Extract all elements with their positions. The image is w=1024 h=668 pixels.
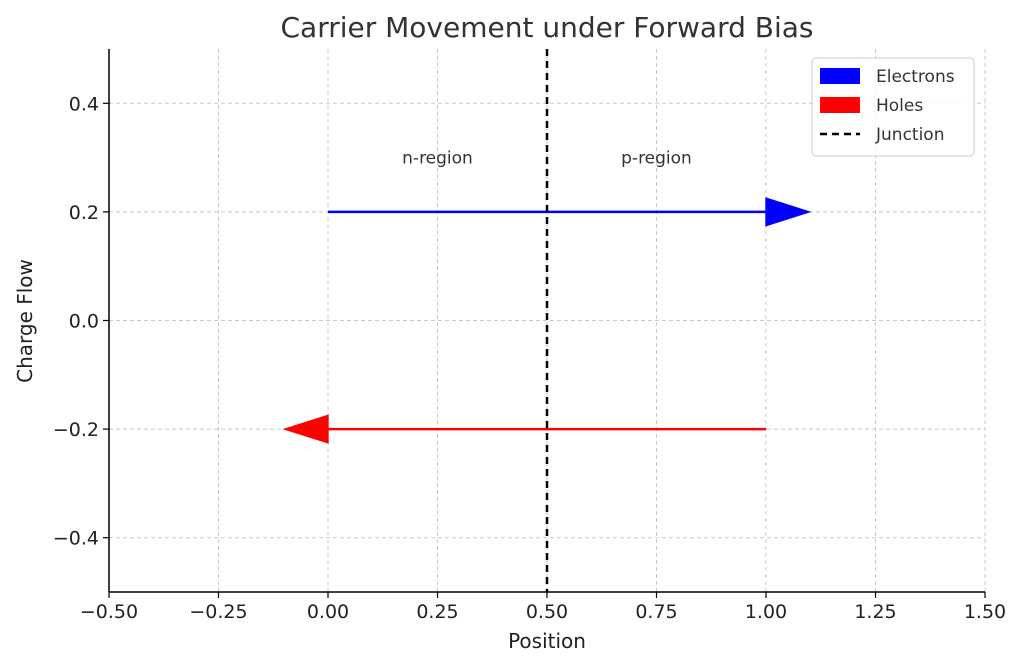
chart-title: Carrier Movement under Forward Bias [280,11,813,44]
region-label: n-region [402,149,473,169]
x-axis-label: Position [508,629,586,653]
x-tick-label: 0.25 [416,601,458,623]
tick-labels: −0.50 −0.25 0.00 0.25 0.50 0.75 1.00 1.25 1.50 −0… [53,93,1006,623]
y-tick-label: 0.2 [69,202,99,224]
legend-swatch-electrons [820,68,860,84]
y-tick-label: 0.4 [69,93,99,115]
legend-label-holes: Holes [876,96,923,116]
legend-swatch-holes [820,97,860,113]
y-tick-label: −0.2 [53,419,99,441]
y-tick-label: −0.4 [53,528,99,550]
x-tick-label: 0.00 [307,601,349,623]
legend-items: Electrons Holes Junction [820,67,955,145]
legend-label-junction: Junction [875,125,944,145]
x-tick-label: 1.50 [964,601,1006,623]
chart-marks [282,49,812,592]
y-axis-label: Charge Flow [13,259,37,383]
x-tick-label: 0.50 [526,601,568,623]
region-label: p-region [621,149,692,169]
x-tick-label: 1.00 [745,601,787,623]
x-tick-label: −0.50 [80,601,138,623]
arrow-head-electrons [765,197,812,227]
x-tick-label: 1.25 [854,601,896,623]
y-tick-label: 0.0 [69,311,99,333]
annotations: n-region p-region [402,149,692,169]
x-tick-label: 0.75 [635,601,677,623]
arrow-head-holes [282,414,329,444]
x-tick-label: −0.25 [189,601,247,623]
legend: Electrons Holes Junction [811,57,975,157]
legend-label-electrons: Electrons [876,67,955,87]
